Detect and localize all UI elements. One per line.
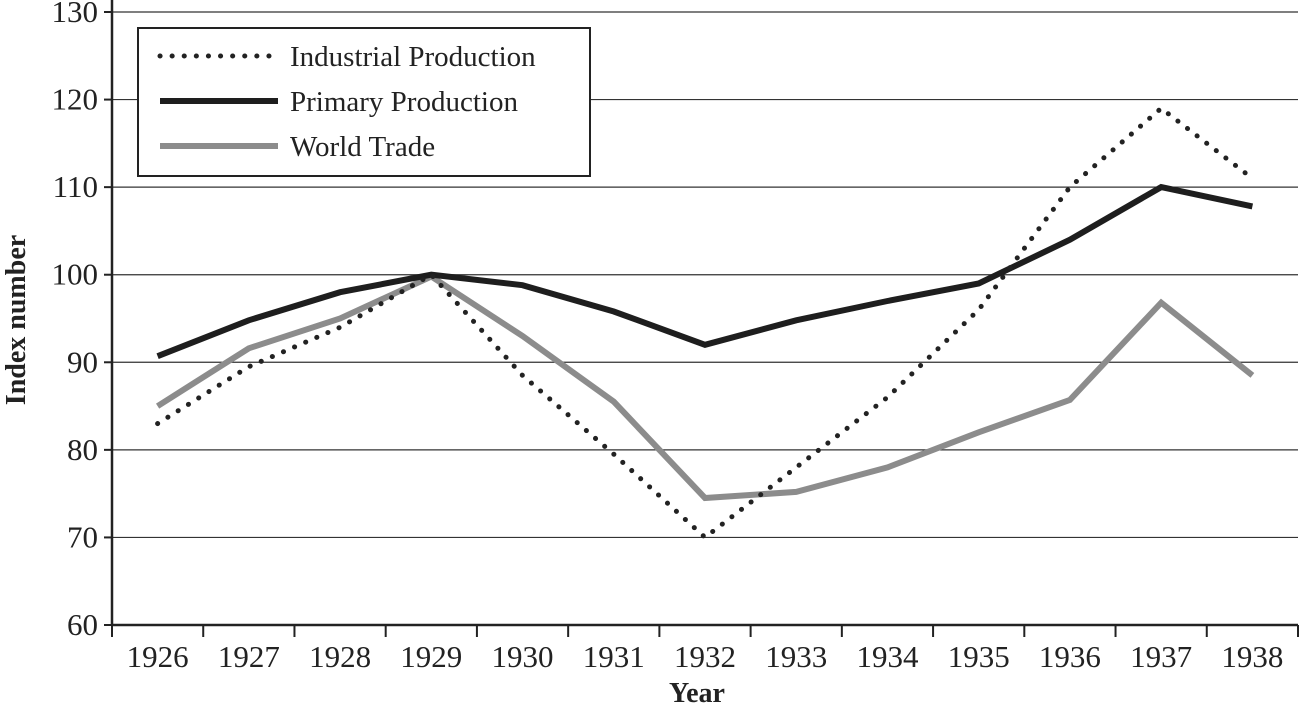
- x-tick-label-1938: 1938: [1221, 639, 1283, 674]
- x-tick-label-1930: 1930: [492, 639, 554, 674]
- legend-label-world-trade: World Trade: [290, 131, 435, 163]
- x-tick-label-1934: 1934: [856, 639, 919, 674]
- x-tick-label-1936: 1936: [1039, 639, 1101, 674]
- series-layer: [155, 105, 1255, 540]
- x-tick-label-1926: 1926: [127, 639, 189, 674]
- y-axis-title: Index number: [1, 235, 32, 405]
- y-tick-label-60: 60: [67, 607, 98, 642]
- series-line-industrial-production: [155, 105, 1255, 540]
- y-tick-label-100: 100: [52, 257, 99, 292]
- y-tick-label-130: 130: [52, 0, 99, 29]
- x-tick-label-1927: 1927: [218, 639, 280, 674]
- x-tick-label-1932: 1932: [674, 639, 736, 674]
- x-tick-label-1928: 1928: [309, 639, 371, 674]
- y-tick-label-90: 90: [67, 344, 98, 379]
- y-tick-label-110: 110: [53, 169, 98, 204]
- x-tick-label-1931: 1931: [583, 639, 645, 674]
- x-tick-label-1937: 1937: [1130, 639, 1192, 674]
- legend-label-industrial-production: Industrial Production: [290, 41, 536, 73]
- x-tick-label-1929: 1929: [400, 639, 462, 674]
- y-tick-label-80: 80: [67, 432, 98, 467]
- series-line-world-trade: [155, 273, 1255, 502]
- legend: Industrial Production Primary Production W…: [137, 27, 591, 177]
- x-tick-label-1935: 1935: [948, 639, 1010, 674]
- x-tick-label-1933: 1933: [765, 639, 827, 674]
- x-axis-title: Year: [669, 678, 725, 705]
- y-tick-label-120: 120: [52, 82, 99, 117]
- axis-layer: 60 70 80 90 100 110 120 130 1926 1927 1928 1929 1930…: [52, 0, 1299, 674]
- series-line-primary-production: [156, 183, 1254, 359]
- y-tick-label-70: 70: [67, 519, 98, 554]
- legend-label-primary-production: Primary Production: [290, 86, 518, 118]
